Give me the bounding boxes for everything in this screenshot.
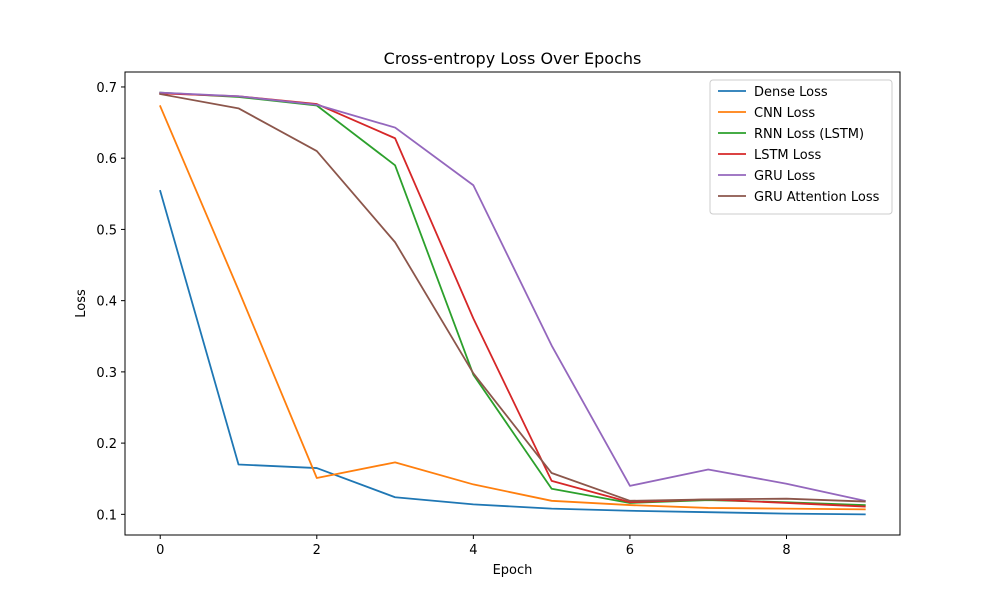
y-tick-label: 0.6 [96, 152, 117, 167]
series-line-cnn-loss [159, 105, 866, 511]
x-tick-label: 0 [156, 543, 164, 558]
y-tick-label: 0.5 [96, 223, 117, 238]
y-tick-label: 0.7 [96, 81, 117, 96]
y-axis: 0.1 0.2 0.3 0.4 0.5 0.6 0.7 [96, 81, 125, 523]
y-tick-label: 0.1 [96, 508, 117, 523]
legend-entry-label: GRU Loss [754, 169, 815, 184]
legend-entry-label: Dense Loss [754, 85, 828, 100]
series-line-gru-loss [159, 91, 866, 502]
chart-title: Cross-entropy Loss Over Epochs [384, 49, 642, 68]
series-line-dense-loss [159, 189, 866, 516]
series-layer [159, 91, 866, 516]
plot-area [124, 71, 901, 536]
y-tick-label: 0.4 [96, 295, 117, 310]
x-axis: 0 2 4 6 8 [156, 535, 791, 558]
series-line-gru-attention-loss [159, 93, 866, 503]
y-tick-label: 0.2 [96, 437, 117, 452]
y-axis-label: Loss [74, 289, 89, 318]
x-tick-label: 6 [626, 543, 634, 558]
legend-entry-label: GRU Attention Loss [754, 190, 880, 205]
y-tick-label: 0.3 [96, 366, 117, 381]
legend-entry-label: CNN Loss [754, 106, 815, 121]
x-tick-label: 8 [782, 543, 790, 558]
legend: Dense Loss CNN Loss RNN Loss (LSTM) LSTM Lo… [709, 79, 893, 215]
plot-frame [124, 71, 901, 536]
x-axis-label: Epoch [493, 563, 533, 578]
legend-entry-label: RNN Loss (LSTM) [754, 127, 864, 142]
legend-entry-label: LSTM Loss [754, 148, 822, 163]
x-tick-label: 4 [469, 543, 477, 558]
legend-box [709, 79, 893, 215]
x-tick-label: 2 [313, 543, 321, 558]
